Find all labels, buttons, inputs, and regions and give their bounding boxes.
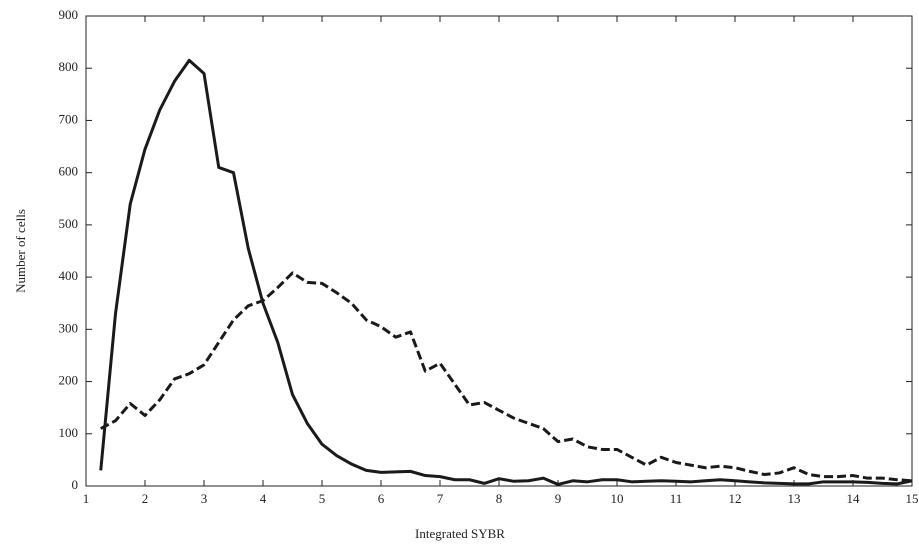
x-tick-label: 7 [437,491,444,506]
x-tick-label: 15 [906,491,919,506]
x-tick-label: 6 [378,491,385,506]
x-tick-label: 2 [142,491,149,506]
x-tick-label: 1 [83,491,90,506]
series-line [100,271,913,483]
plot-frame [85,15,913,487]
y-tick-label: 200 [59,373,79,388]
x-tick-label: 4 [260,491,267,506]
x-tick-label: 10 [611,491,624,506]
y-tick-label: 500 [59,216,79,231]
y-axis-label: Number of cells [13,209,28,293]
x-tick-label: 11 [670,491,683,506]
y-tick-label: 900 [59,7,79,22]
y-tick-label: 400 [59,268,79,283]
series-line [99,58,913,486]
x-tick-label: 3 [201,491,208,506]
y-tick-label: 800 [59,59,79,74]
y-tick-label: 700 [59,111,79,126]
y-tick-label: 300 [59,320,79,335]
x-axis-label: Integrated SYBR [415,526,505,541]
x-tick-label: 12 [729,491,742,506]
x-tick-label: 14 [847,491,861,506]
y-tick-label: 600 [59,164,79,179]
y-tick-label: 0 [72,477,79,492]
x-tick-label: 9 [555,491,562,506]
x-tick-label: 8 [496,491,503,506]
x-tick-label: 5 [319,491,326,506]
y-tick-label: 100 [59,425,79,440]
x-tick-label: 13 [788,491,801,506]
